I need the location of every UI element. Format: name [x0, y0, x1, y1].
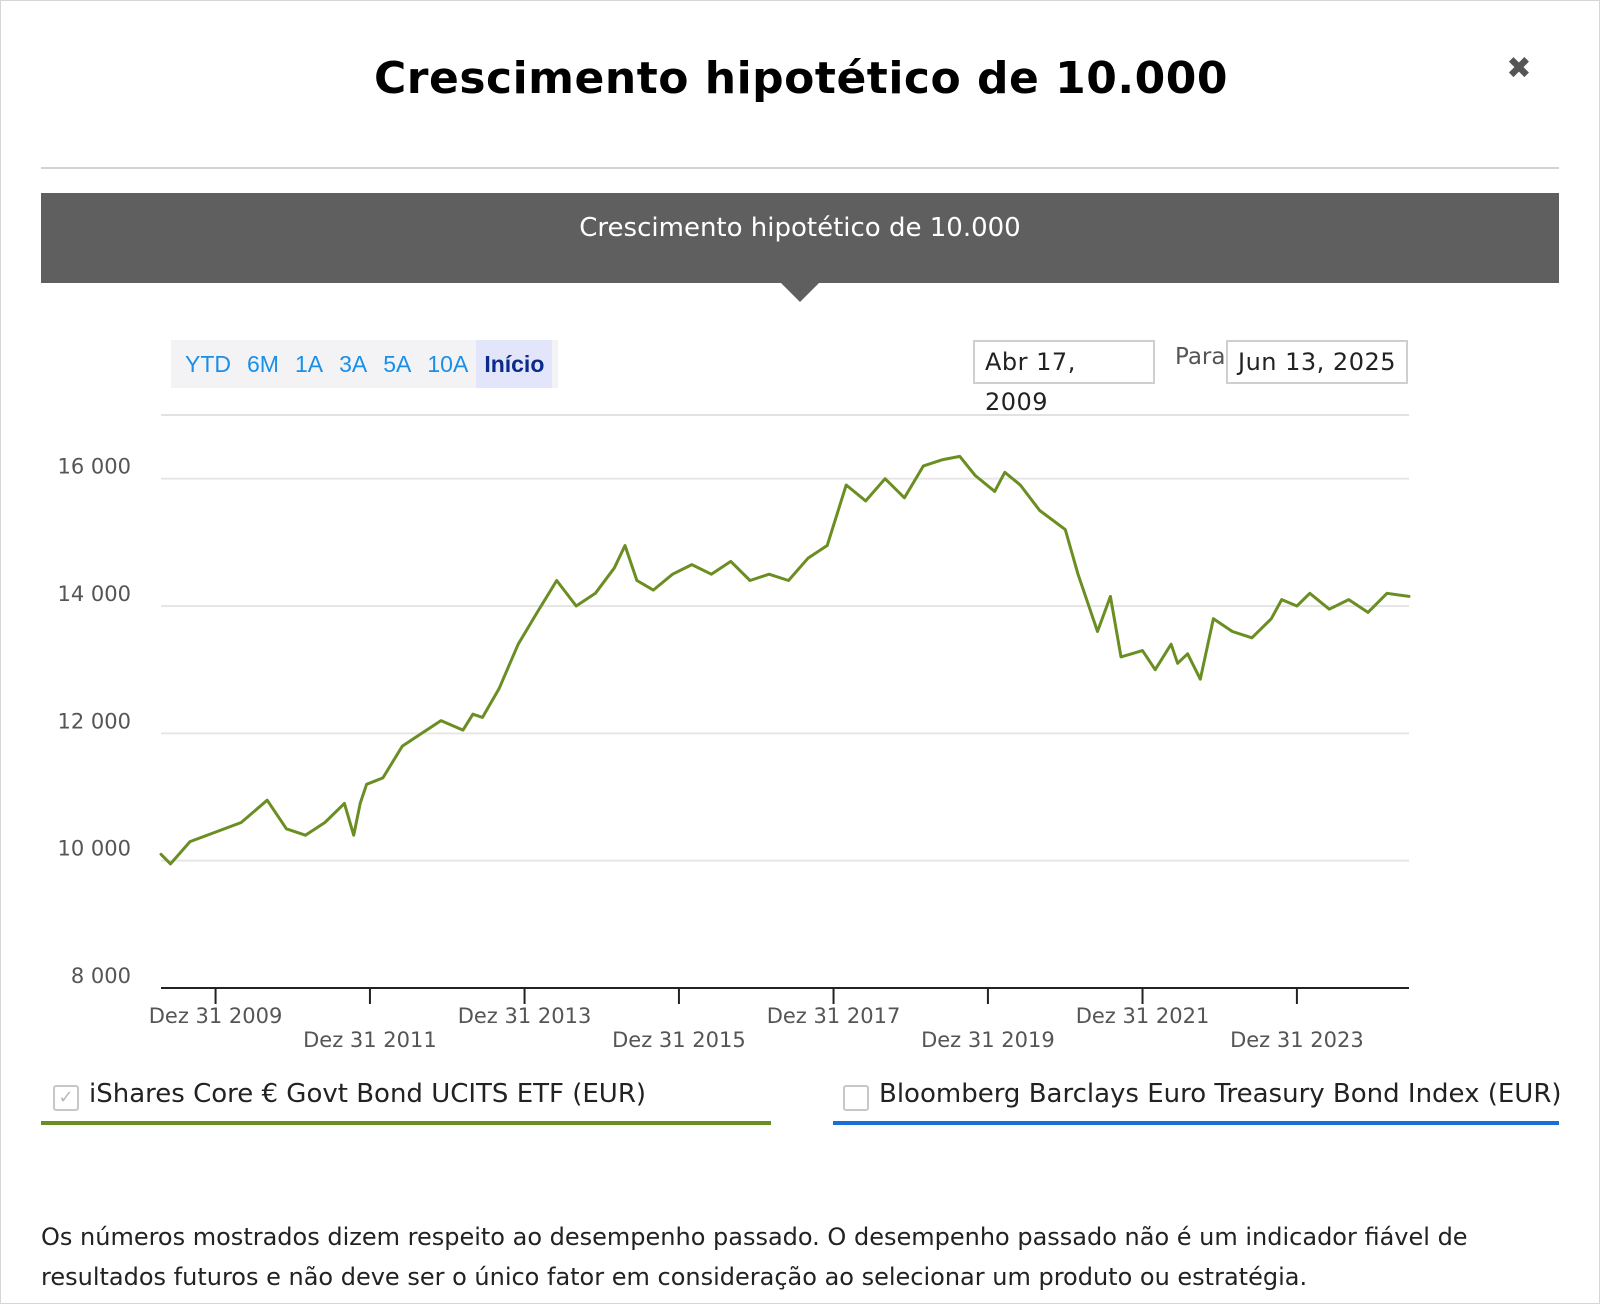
x-tick-label: Dez 31 2009 [149, 1004, 283, 1028]
legend-color-line [833, 1121, 1559, 1125]
x-tick-label: Dez 31 2015 [612, 1028, 746, 1052]
range-button-5a[interactable]: 5A [383, 351, 412, 377]
y-tick-label: 14 000 [58, 582, 131, 606]
date-separator-label: Para [1175, 344, 1226, 370]
y-tick-label: 12 000 [58, 709, 131, 733]
legend-color-line [41, 1121, 771, 1125]
legend-checkbox-ishares[interactable]: ✓ [53, 1085, 79, 1111]
x-tick-label: Dez 31 2023 [1230, 1028, 1364, 1052]
x-tick-label: Dez 31 2021 [1076, 1004, 1210, 1028]
y-tick-label: 8 000 [71, 964, 131, 988]
y-tick-label: 16 000 [58, 455, 131, 479]
x-tick-label: Dez 31 2017 [767, 1004, 901, 1028]
series-line-ishares [159, 454, 1411, 866]
close-icon[interactable]: ✖ [1506, 51, 1532, 86]
y-tick-label: 10 000 [58, 837, 131, 861]
banner-pointer-arrow [781, 283, 819, 302]
legend-item-bloomberg[interactable]: Bloomberg Barclays Euro Treasury Bond In… [833, 1079, 1562, 1125]
title-divider [41, 167, 1559, 169]
range-button-ytd[interactable]: YTD [185, 351, 231, 377]
x-tick-label: Dez 31 2013 [458, 1004, 592, 1028]
line-chart: 8 000 10 000 12 000 14 000 16 000 Dez 31 2009… [58, 414, 1411, 1052]
dialog-title: Crescimento hipotético de 10.000 [374, 53, 1228, 104]
disclaimer-text: Os números mostrados dizem respeito ao d… [41, 1223, 1468, 1291]
range-button-6m[interactable]: 6M [247, 351, 279, 377]
start-date-input[interactable]: Abr 17, 2009 [973, 340, 1155, 416]
chart-banner: Crescimento hipotético de 10.000 [41, 193, 1559, 283]
range-button-3a[interactable]: 3A [339, 351, 368, 377]
range-button-10a[interactable]: 10A [427, 351, 469, 377]
range-button-início[interactable]: Início [476, 340, 553, 388]
range-selector: YTD 6M 1A 3A 5A 10A Início [171, 340, 559, 388]
banner-title: Crescimento hipotético de 10.000 [579, 213, 1021, 243]
x-tick-label: Dez 31 2019 [921, 1028, 1055, 1052]
legend-item-ishares[interactable]: ✓ iShares Core € Govt Bond UCITS ETF (EU… [41, 1079, 771, 1125]
end-date-input[interactable]: Jun 13, 2025 [1226, 340, 1408, 384]
range-button-1a[interactable]: 1A [294, 351, 324, 377]
legend-checkbox-bloomberg[interactable] [843, 1085, 869, 1111]
legend-label-ishares: iShares Core € Govt Bond UCITS ETF (EUR) [89, 1079, 647, 1109]
legend-label-bloomberg: Bloomberg Barclays Euro Treasury Bond In… [879, 1079, 1562, 1109]
x-tick-label: Dez 31 2011 [303, 1028, 437, 1052]
